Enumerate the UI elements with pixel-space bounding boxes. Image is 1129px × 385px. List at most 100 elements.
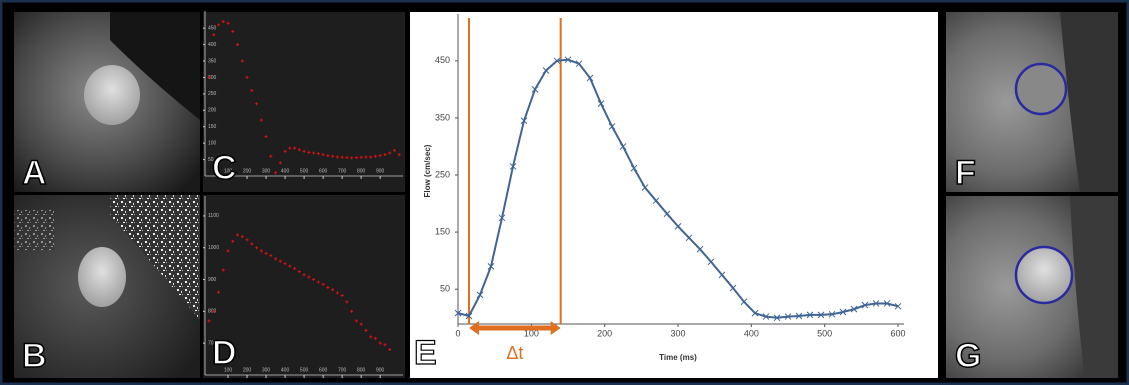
panel-label: D bbox=[212, 334, 237, 372]
x-tick-label: 400 bbox=[281, 367, 290, 373]
data-point bbox=[274, 171, 278, 175]
x-tick-label: 800 bbox=[357, 367, 366, 373]
y-tick-label: 350 bbox=[435, 112, 450, 122]
data-point bbox=[259, 118, 263, 122]
data-point bbox=[383, 343, 387, 347]
data-point bbox=[487, 262, 495, 270]
data-point bbox=[231, 239, 235, 243]
data-point bbox=[762, 313, 770, 320]
data-point bbox=[350, 156, 354, 160]
x-tick-label: 200 bbox=[597, 328, 612, 338]
y-tick-label: 250 bbox=[208, 91, 217, 97]
data-point bbox=[321, 153, 325, 157]
data-point bbox=[326, 286, 330, 289]
data-point bbox=[597, 100, 605, 107]
data-point bbox=[839, 308, 847, 316]
x-tick-label: 200 bbox=[243, 168, 252, 174]
x-tick-label: 100 bbox=[224, 168, 233, 174]
data-point bbox=[340, 293, 344, 297]
data-point bbox=[288, 146, 292, 150]
y-tick-label: 1000 bbox=[208, 245, 219, 251]
x-tick-label: 600 bbox=[319, 168, 328, 174]
data-point bbox=[828, 310, 836, 318]
data-point bbox=[245, 75, 249, 79]
panel-e bbox=[410, 12, 938, 378]
data-point bbox=[850, 305, 858, 313]
data-point bbox=[520, 117, 528, 125]
x-axis-label: Time (ms) bbox=[659, 353, 697, 362]
y-axis-label: Flow (cm/sec) bbox=[423, 144, 432, 197]
data-point bbox=[316, 280, 320, 284]
x-tick-label: 500 bbox=[817, 328, 832, 338]
data-point bbox=[288, 264, 292, 268]
data-point bbox=[784, 313, 792, 320]
image-f bbox=[946, 12, 1118, 192]
y-tick-label: 50 bbox=[440, 284, 450, 294]
data-point bbox=[883, 300, 891, 307]
data-point bbox=[302, 149, 306, 153]
data-point bbox=[345, 156, 349, 160]
data-point bbox=[388, 348, 392, 352]
data-point bbox=[388, 151, 392, 155]
data-point bbox=[378, 341, 382, 345]
data-point bbox=[553, 57, 561, 65]
panel-d bbox=[203, 195, 405, 378]
y-tick-label: 50 bbox=[208, 157, 214, 163]
x-tick-label: 600 bbox=[319, 367, 328, 373]
data-point bbox=[630, 164, 638, 172]
x-tick-label: 0 bbox=[455, 328, 460, 338]
data-point bbox=[652, 197, 660, 205]
data-point bbox=[364, 155, 368, 159]
data-point bbox=[364, 328, 368, 332]
y-tick-label: 150 bbox=[435, 226, 450, 236]
data-point bbox=[872, 300, 880, 307]
panel-label: C bbox=[212, 149, 237, 187]
panel-label: B bbox=[22, 337, 47, 375]
data-point bbox=[773, 314, 781, 322]
data-point bbox=[751, 309, 759, 317]
data-point bbox=[278, 161, 282, 165]
x-tick-label: 400 bbox=[744, 328, 759, 338]
data-point bbox=[354, 319, 358, 323]
data-point bbox=[321, 282, 325, 286]
data-point bbox=[316, 152, 320, 156]
data-point bbox=[531, 86, 539, 93]
x-tick-label: 100 bbox=[224, 367, 233, 373]
data-point bbox=[707, 258, 715, 266]
data-point bbox=[331, 154, 335, 158]
data-point bbox=[236, 233, 240, 237]
x-tick-label: 600 bbox=[890, 328, 905, 338]
y-tick-label: 150 bbox=[208, 124, 217, 130]
data-point bbox=[217, 23, 221, 27]
data-point bbox=[212, 33, 216, 37]
data-point bbox=[465, 312, 473, 320]
panel-label: E bbox=[414, 334, 437, 372]
data-point bbox=[331, 288, 335, 292]
data-point bbox=[542, 67, 550, 74]
x-tick-label: 200 bbox=[243, 367, 252, 373]
data-point bbox=[575, 60, 583, 68]
data-point bbox=[297, 148, 301, 152]
data-point bbox=[718, 271, 726, 279]
x-tick-label: 900 bbox=[376, 168, 385, 174]
data-point bbox=[221, 268, 225, 272]
data-point bbox=[359, 322, 363, 326]
y-tick-label: 450 bbox=[435, 55, 450, 65]
data-point bbox=[392, 148, 396, 152]
data-point bbox=[350, 309, 354, 313]
x-tick-label: 900 bbox=[376, 367, 385, 373]
data-point bbox=[217, 290, 221, 294]
data-point bbox=[269, 154, 273, 158]
data-point bbox=[729, 284, 737, 292]
data-point bbox=[795, 312, 803, 320]
panel-label: G bbox=[955, 337, 981, 375]
y-tick-label: 900 bbox=[208, 277, 217, 283]
data-point bbox=[264, 251, 268, 255]
x-tick-label: 300 bbox=[262, 168, 271, 174]
data-point bbox=[335, 155, 339, 159]
data-point bbox=[663, 210, 671, 218]
x-tick-label: 300 bbox=[670, 328, 685, 338]
x-tick-label: 800 bbox=[357, 168, 366, 174]
data-point bbox=[806, 311, 814, 319]
